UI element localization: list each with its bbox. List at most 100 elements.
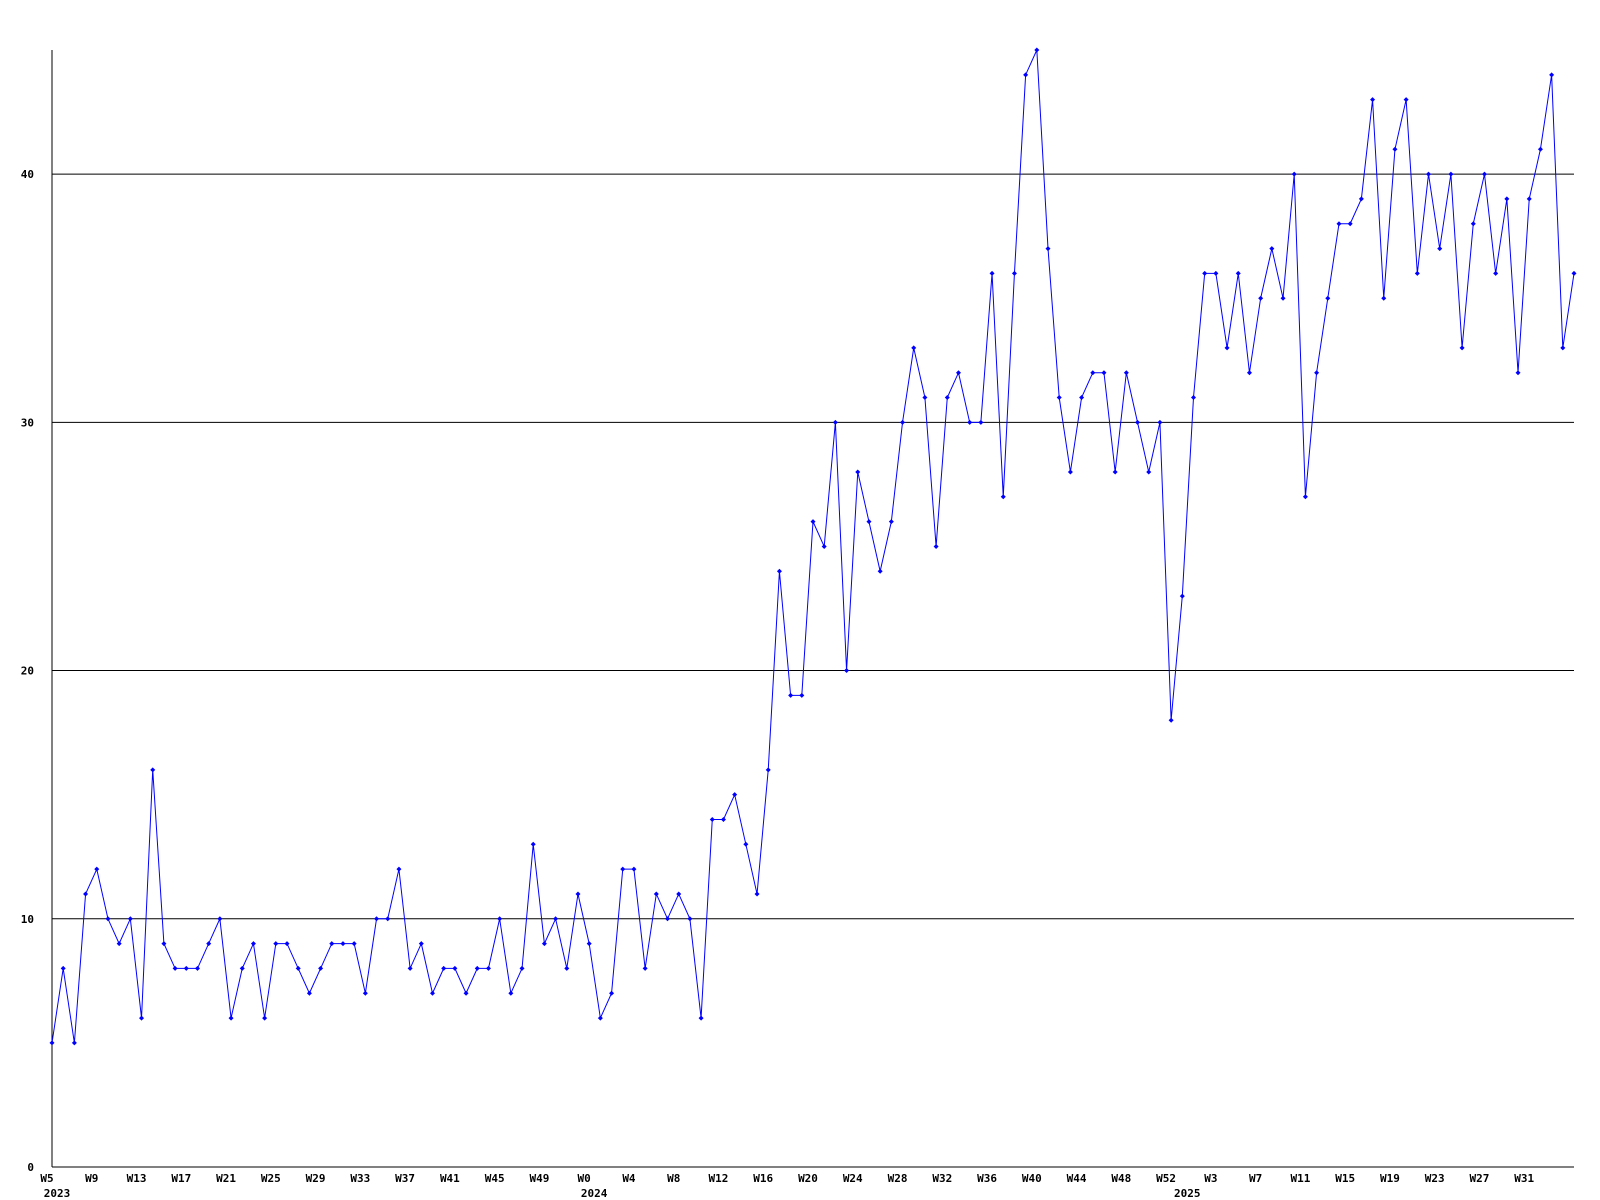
- data-point: [340, 941, 346, 947]
- data-point: [519, 965, 525, 971]
- data-point: [687, 916, 693, 922]
- data-point: [127, 916, 133, 922]
- data-point: [430, 990, 435, 996]
- data-point: [1135, 419, 1141, 425]
- data-point: [1045, 246, 1051, 252]
- x-tick-label: W12: [709, 1172, 729, 1185]
- data-point: [754, 891, 760, 897]
- data-point: [776, 568, 782, 574]
- data-point: [105, 916, 111, 922]
- x-tick-label: W13: [127, 1172, 147, 1185]
- data-point: [250, 941, 256, 947]
- data-point: [49, 1040, 55, 1046]
- data-point: [900, 419, 906, 425]
- data-point: [374, 916, 380, 922]
- data-point: [564, 965, 570, 971]
- data-point: [866, 519, 872, 525]
- data-point: [978, 419, 984, 425]
- x-tick-label: W31: [1514, 1172, 1534, 1185]
- data-point: [553, 916, 559, 922]
- year-label: 2024: [581, 1187, 608, 1200]
- data-point: [1426, 171, 1432, 177]
- data-point: [530, 841, 536, 847]
- data-point: [1123, 370, 1129, 376]
- data-point: [295, 965, 301, 971]
- data-point: [743, 841, 749, 847]
- data-point: [620, 866, 626, 872]
- data-point: [799, 692, 805, 698]
- data-point: [989, 270, 995, 276]
- data-point: [452, 965, 458, 971]
- x-tick-label: W36: [977, 1172, 997, 1185]
- x-tick-label: W19: [1380, 1172, 1400, 1185]
- data-point: [1481, 171, 1487, 177]
- data-point: [1000, 494, 1006, 500]
- data-point: [765, 767, 771, 773]
- data-point: [485, 965, 491, 971]
- data-point: [609, 990, 615, 996]
- data-point: [1325, 295, 1331, 301]
- data-point: [94, 866, 100, 872]
- data-point: [463, 990, 469, 996]
- data-point: [1280, 295, 1286, 301]
- data-point: [1459, 345, 1465, 351]
- data-point: [1392, 146, 1398, 152]
- data-point: [318, 965, 324, 971]
- x-tick-label: W41: [440, 1172, 460, 1185]
- y-tick-label: 20: [21, 665, 34, 678]
- data-point: [597, 1015, 603, 1021]
- data-point: [1112, 469, 1118, 475]
- data-point: [642, 965, 648, 971]
- data-point: [497, 916, 503, 922]
- data-point: [1571, 270, 1577, 276]
- data-point: [1526, 196, 1532, 202]
- data-point: [60, 965, 66, 971]
- data-point: [575, 891, 581, 897]
- data-point: [194, 965, 200, 971]
- data-point: [284, 941, 290, 947]
- x-tick-label: W40: [1022, 1172, 1042, 1185]
- year-label: 2023: [44, 1187, 71, 1200]
- data-point: [474, 965, 480, 971]
- data-point: [362, 990, 368, 996]
- data-point: [1179, 593, 1185, 599]
- data-point: [1291, 171, 1297, 177]
- data-point: [441, 965, 447, 971]
- data-point: [418, 941, 424, 947]
- data-point: [262, 1015, 268, 1021]
- data-point: [1381, 295, 1387, 301]
- x-tick-label: W45: [485, 1172, 505, 1185]
- year-label: 2025: [1174, 1187, 1201, 1200]
- data-point: [1079, 395, 1085, 401]
- data-point: [329, 941, 335, 947]
- data-point: [217, 916, 223, 922]
- x-tick-label: W48: [1111, 1172, 1131, 1185]
- data-point: [1560, 345, 1566, 351]
- data-point: [676, 891, 682, 897]
- data-point: [1448, 171, 1454, 177]
- data-point: [1493, 270, 1499, 276]
- data-point: [1347, 221, 1353, 227]
- x-tick-label: W44: [1067, 1172, 1087, 1185]
- data-point: [206, 941, 212, 947]
- data-point: [1067, 469, 1073, 475]
- data-point: [1470, 221, 1476, 227]
- data-point: [116, 941, 122, 947]
- data-point: [1549, 72, 1555, 78]
- data-point: [1090, 370, 1096, 376]
- data-point: [1515, 370, 1521, 376]
- data-point: [720, 816, 726, 822]
- x-tick-label: W25: [261, 1172, 281, 1185]
- data-point: [1336, 221, 1342, 227]
- x-tick-label: W8: [667, 1172, 680, 1185]
- data-point: [71, 1040, 77, 1046]
- data-point: [351, 941, 357, 947]
- x-tick-label: W28: [888, 1172, 908, 1185]
- data-line: [51, 49, 1575, 1043]
- x-tick-label: W52: [1156, 1172, 1176, 1185]
- data-point: [967, 419, 973, 425]
- data-point: [150, 767, 156, 773]
- data-point: [1224, 345, 1230, 351]
- x-tick-label: W37: [395, 1172, 415, 1185]
